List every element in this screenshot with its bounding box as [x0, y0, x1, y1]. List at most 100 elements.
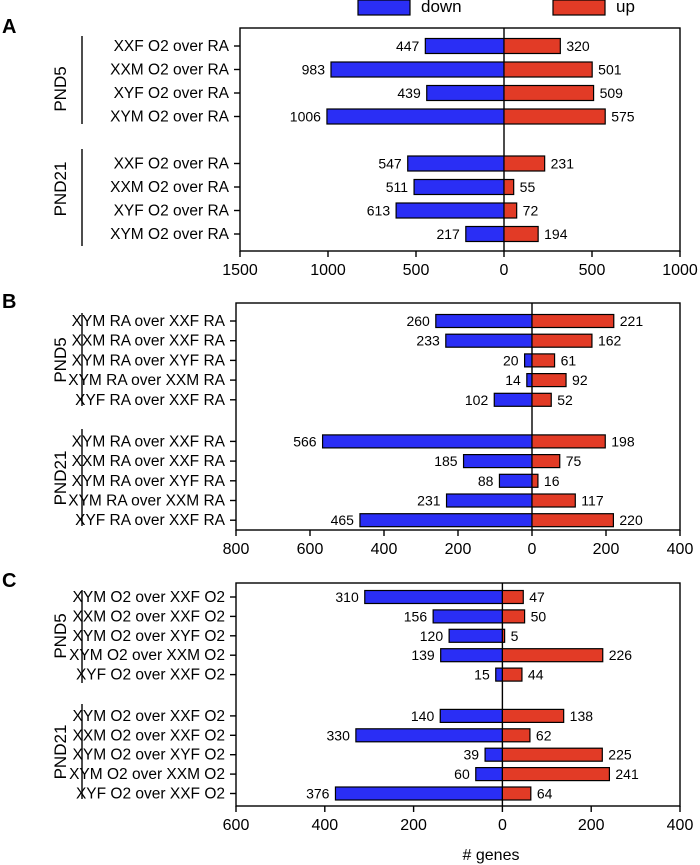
legend-up-label: up [616, 0, 635, 16]
bar-up [531, 373, 567, 388]
bar-down [355, 728, 504, 743]
category-label: XYF O2 over XXF O2 [76, 786, 225, 803]
bar-down [440, 648, 503, 663]
x-tick-label: 500 [579, 262, 606, 279]
bar-up [503, 225, 539, 243]
data-label-down: 613 [367, 203, 391, 219]
data-label-up: 575 [611, 109, 635, 125]
bar-up [531, 493, 576, 508]
data-label-down: 330 [327, 727, 351, 743]
bar-down [462, 454, 533, 469]
bar-down [326, 108, 505, 125]
category-label: XYM O2 over XXF O2 [73, 708, 225, 725]
category-label: XXM O2 over RA [110, 62, 230, 79]
data-label-up: 52 [557, 392, 573, 408]
data-label-up: 64 [537, 786, 553, 802]
data-label-down: 139 [411, 647, 435, 663]
category-label: XYM RA over XXF RA [72, 433, 226, 450]
bar-up [503, 61, 593, 78]
data-label-up: 55 [520, 179, 536, 195]
bar-down [364, 589, 504, 605]
bar-up [531, 454, 561, 469]
data-label-down: 233 [416, 333, 440, 349]
bar-down [526, 373, 533, 388]
bar-down [495, 667, 503, 682]
bar-down [321, 434, 533, 449]
x-tick-label: 1000 [310, 262, 346, 279]
data-label-down: 465 [331, 512, 355, 528]
data-label-down: 983 [302, 62, 326, 78]
bar-down [439, 708, 503, 724]
data-label-up: 231 [551, 156, 575, 172]
category-label: XYF O2 over RA [114, 203, 230, 220]
bar-up [531, 513, 615, 528]
bar-down [432, 609, 503, 624]
bar-up [501, 648, 604, 663]
bar-down [498, 473, 533, 488]
bar-down [475, 766, 504, 782]
data-label-down: 511 [386, 179, 409, 195]
x-tick-label: 200 [578, 817, 605, 834]
x-tick-label: 400 [311, 817, 338, 834]
bar-up [531, 333, 593, 348]
legend: down up [357, 0, 635, 16]
data-label-up: 501 [598, 62, 622, 78]
category-label: XYM O2 over RA [110, 109, 230, 126]
bar-up [501, 589, 524, 605]
bar-up [501, 747, 603, 762]
data-label-up: 220 [619, 512, 643, 528]
data-label-up: 226 [609, 647, 633, 663]
group-label: PND21 [51, 451, 70, 506]
data-label-down: 20 [503, 352, 519, 368]
x-tick-label: 400 [667, 817, 694, 834]
category-label: XYF RA over XXF RA [75, 512, 226, 529]
panel-letter: C [2, 570, 16, 592]
bar-up [531, 473, 539, 488]
panel-a: A 1500 1000 500 0 500 1000 PND5 XXF O2 over RA 44… [2, 16, 698, 279]
data-label-up: 61 [561, 352, 577, 368]
data-label-up: 47 [529, 589, 545, 605]
data-label-up: 509 [600, 85, 624, 101]
bar-up [501, 609, 526, 624]
data-label-up: 138 [570, 708, 594, 724]
category-label: XYF O2 over XXF O2 [76, 667, 225, 684]
panel-letter: A [2, 16, 16, 38]
bar-down [465, 225, 505, 243]
category-label: XXM RA over XXF RA [72, 453, 226, 470]
data-label-down: 217 [436, 226, 460, 242]
data-label-down: 39 [464, 747, 480, 763]
data-label-down: 310 [335, 589, 359, 605]
data-label-up: 320 [566, 38, 590, 54]
category-label: XYM O2 over XXM O2 [69, 647, 225, 664]
data-label-down: 260 [406, 313, 430, 329]
x-tick-label: 800 [223, 541, 250, 558]
category-label: XXF O2 over RA [114, 156, 230, 173]
category-label: XYM O2 over XYF O2 [73, 628, 225, 645]
data-label-up: 75 [566, 453, 582, 469]
data-label-up: 162 [598, 333, 622, 349]
data-label-down: 185 [434, 453, 458, 469]
data-label-up: 117 [581, 493, 604, 509]
data-label-down: 376 [306, 786, 330, 802]
bar-down [330, 61, 505, 78]
bar-up [531, 434, 606, 449]
group-label: PND21 [51, 725, 70, 780]
bar-down [424, 37, 505, 55]
bar-up [503, 108, 606, 125]
bar-up [503, 178, 515, 196]
category-label: XXM O2 over XXF O2 [73, 727, 225, 744]
data-label-down: 120 [420, 628, 444, 644]
data-label-up: 92 [572, 372, 588, 388]
x-tick-label: 600 [297, 541, 324, 558]
data-label-down: 231 [417, 493, 441, 509]
category-label: XXM O2 over XXF O2 [73, 608, 225, 625]
bar-down [448, 628, 503, 643]
group-label: PND5 [51, 613, 70, 658]
data-label-down: 15 [474, 667, 490, 683]
category-label: XYM RA over XYF RA [72, 352, 226, 369]
data-label-down: 140 [411, 708, 435, 724]
data-label-up: 194 [544, 226, 568, 242]
category-label: XYM RA over XYF RA [72, 473, 226, 490]
bar-down [413, 178, 505, 196]
